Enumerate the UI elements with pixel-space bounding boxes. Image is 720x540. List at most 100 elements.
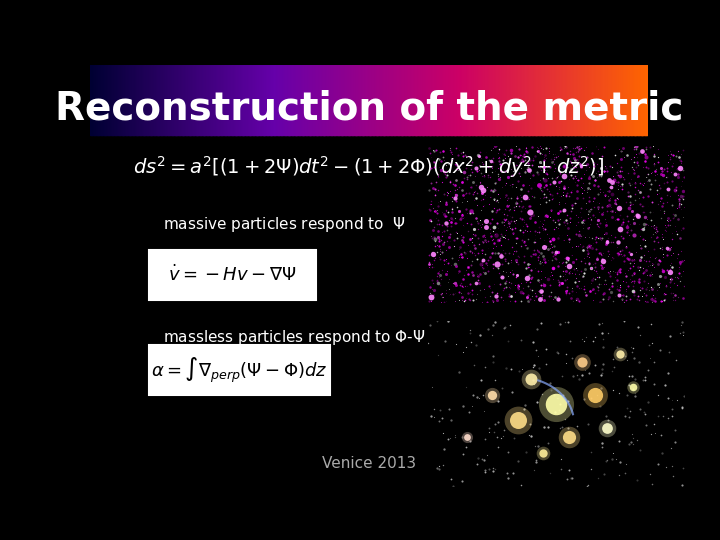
Point bbox=[474, 148, 485, 157]
Point bbox=[628, 219, 639, 227]
Point bbox=[657, 199, 668, 207]
Point bbox=[449, 430, 461, 439]
Point bbox=[666, 201, 678, 210]
Point bbox=[598, 280, 610, 289]
Point bbox=[445, 214, 456, 222]
Point bbox=[553, 406, 564, 414]
Point bbox=[585, 188, 596, 197]
Point bbox=[485, 186, 496, 195]
Point bbox=[510, 162, 521, 171]
Point bbox=[584, 244, 595, 252]
Point bbox=[492, 264, 504, 273]
Bar bbox=[230, 65, 231, 136]
Point bbox=[499, 193, 510, 201]
Point bbox=[494, 235, 505, 244]
Point bbox=[564, 213, 576, 222]
Point bbox=[433, 462, 445, 471]
Bar bbox=[101, 65, 103, 136]
Bar bbox=[192, 65, 194, 136]
Point bbox=[596, 202, 608, 211]
Point bbox=[648, 283, 660, 292]
Point bbox=[544, 469, 556, 477]
Point bbox=[588, 181, 600, 190]
Bar bbox=[433, 65, 435, 136]
Point bbox=[524, 207, 536, 216]
Point bbox=[445, 276, 456, 285]
Point bbox=[648, 230, 660, 239]
Bar bbox=[263, 65, 265, 136]
Point bbox=[532, 180, 544, 189]
Bar bbox=[608, 65, 610, 136]
Point bbox=[608, 175, 620, 184]
Point bbox=[526, 274, 537, 283]
Point bbox=[490, 178, 502, 187]
Point bbox=[598, 167, 609, 176]
Point bbox=[584, 213, 595, 222]
Point bbox=[523, 166, 535, 174]
Point bbox=[454, 267, 465, 276]
Point bbox=[587, 260, 598, 268]
Point bbox=[614, 167, 626, 176]
Point bbox=[660, 289, 672, 298]
Point bbox=[634, 330, 645, 339]
Point bbox=[590, 238, 602, 246]
Point bbox=[466, 168, 477, 177]
Point bbox=[469, 187, 480, 195]
Point bbox=[559, 415, 571, 423]
Point bbox=[575, 234, 586, 242]
Point bbox=[540, 192, 552, 201]
Bar bbox=[320, 65, 322, 136]
Point bbox=[620, 272, 631, 280]
Point bbox=[525, 432, 536, 441]
Point bbox=[464, 328, 476, 337]
Point bbox=[642, 170, 654, 178]
Point bbox=[521, 144, 532, 153]
Point bbox=[654, 244, 665, 252]
Point bbox=[611, 215, 622, 224]
Point bbox=[496, 218, 508, 227]
Point bbox=[598, 143, 609, 152]
Bar bbox=[615, 65, 616, 136]
Bar bbox=[277, 65, 279, 136]
Point bbox=[657, 234, 669, 243]
Point bbox=[624, 274, 636, 283]
Point bbox=[657, 166, 668, 175]
Point bbox=[560, 216, 572, 225]
Point bbox=[646, 261, 657, 269]
Point bbox=[498, 210, 510, 218]
Point bbox=[581, 242, 593, 251]
Point bbox=[648, 237, 660, 245]
Point bbox=[446, 150, 457, 158]
Point bbox=[599, 275, 611, 284]
Point bbox=[654, 256, 666, 265]
Point bbox=[564, 152, 576, 161]
Point bbox=[575, 161, 586, 170]
Point bbox=[456, 197, 467, 206]
Point bbox=[444, 158, 456, 167]
Point bbox=[662, 269, 673, 278]
Point bbox=[523, 159, 534, 167]
Bar bbox=[224, 65, 226, 136]
Point bbox=[539, 211, 551, 220]
Point bbox=[639, 256, 650, 265]
Bar bbox=[331, 65, 333, 136]
Point bbox=[540, 258, 552, 266]
Point bbox=[573, 152, 585, 160]
Point bbox=[611, 243, 623, 252]
Point bbox=[604, 206, 616, 215]
Point bbox=[590, 169, 601, 178]
Point bbox=[647, 339, 658, 348]
Point bbox=[436, 266, 448, 275]
Point bbox=[467, 238, 478, 246]
Point bbox=[673, 262, 685, 271]
Bar bbox=[150, 65, 152, 136]
Point bbox=[618, 174, 630, 183]
Point bbox=[510, 234, 522, 242]
Point bbox=[531, 398, 543, 407]
Point bbox=[515, 296, 526, 305]
Point bbox=[635, 244, 647, 253]
Point bbox=[462, 240, 474, 249]
Point bbox=[570, 230, 582, 238]
Point bbox=[477, 158, 488, 166]
Point bbox=[562, 256, 573, 265]
